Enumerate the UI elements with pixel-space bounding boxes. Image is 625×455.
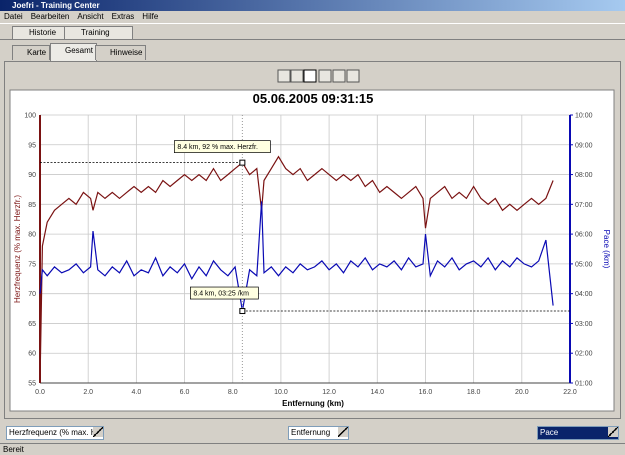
y2-axis-select[interactable]: Pace: [537, 426, 619, 440]
menu-item[interactable]: Ansicht: [77, 12, 104, 21]
menu-item[interactable]: Bearbeiten: [30, 12, 70, 21]
toolbar: Historie Training: [0, 23, 625, 40]
x-axis-select[interactable]: Entfernung: [288, 426, 349, 440]
status-text: Bereit: [3, 445, 24, 454]
menu-item[interactable]: Extras: [111, 12, 135, 21]
chart-panel: [4, 61, 621, 419]
status-bar: Bereit: [0, 443, 625, 455]
menu-item[interactable]: Hilfe: [142, 12, 159, 21]
window-title: Joefri - Training Center: [12, 1, 100, 10]
y-axis-select[interactable]: Herzfrequenz (% max. Herzfr.): [6, 426, 104, 440]
tab[interactable]: Gesamt: [50, 43, 98, 61]
title-bar: Joefri - Training Center: [0, 0, 625, 11]
menu-item[interactable]: Datei: [4, 12, 23, 21]
toolbar-button[interactable]: Training: [64, 26, 133, 40]
tab[interactable]: Hinweise: [95, 45, 147, 60]
tab[interactable]: Karte: [12, 45, 51, 60]
menu-bar: Datei Bearbeiten Ansicht Extras Hilfe: [0, 11, 625, 22]
